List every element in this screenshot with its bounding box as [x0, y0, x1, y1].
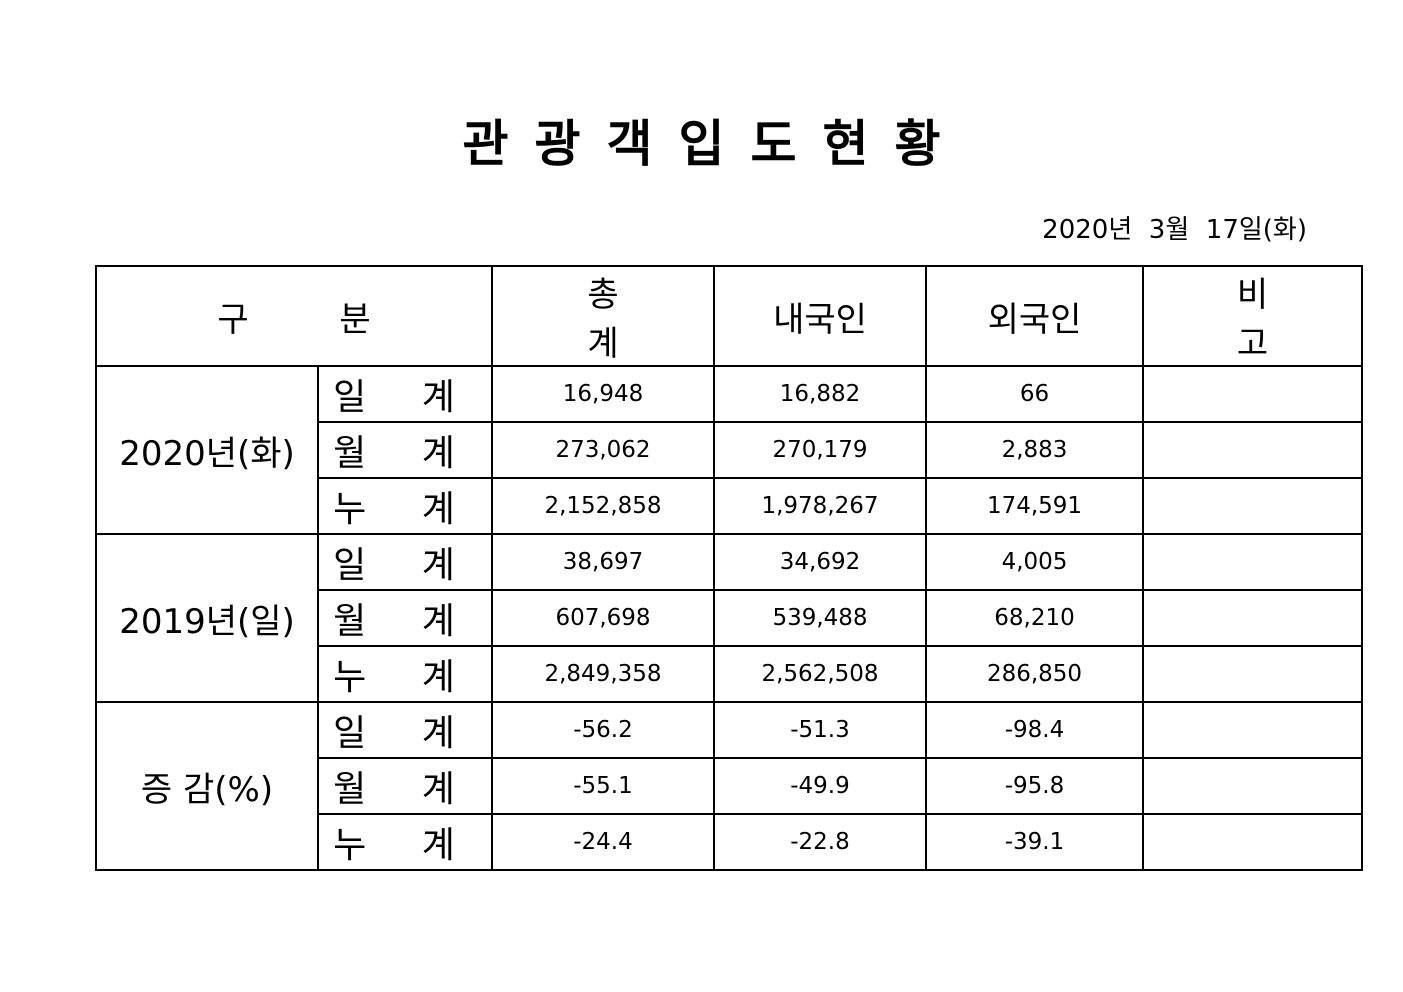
table-row: 누 계 2,152,858 1,978,267 174,591	[96, 477, 1363, 535]
table-row: 2019년(일) 일 계 38,697 34,692 4,005	[95, 533, 1363, 703]
row-label: 누 계	[317, 813, 493, 871]
cell-domestic: 539,488	[713, 589, 927, 647]
cell-foreign: 66	[925, 365, 1144, 423]
cell-total: 38,697	[491, 533, 715, 591]
cell-domestic: 2,562,508	[713, 645, 927, 703]
cell-domestic: -49.9	[713, 757, 927, 815]
cell-total: -56.2	[491, 701, 715, 759]
cell-total: -55.1	[491, 757, 715, 815]
cell-total: 2,849,358	[491, 645, 715, 703]
cell-remarks	[1142, 421, 1363, 479]
cell-foreign: -98.4	[925, 701, 1144, 759]
cell-domestic: -22.8	[713, 813, 927, 871]
cell-domestic: -51.3	[713, 701, 927, 759]
cell-foreign: -95.8	[925, 757, 1144, 815]
cell-remarks	[1142, 365, 1363, 423]
cell-remarks	[1142, 645, 1363, 703]
table-row: 월 계 -55.1 -49.9 -95.8	[96, 757, 1363, 815]
group-label-change: 증 감(%)	[95, 701, 319, 871]
header-row: 구 분 총 계 내국인 외국인 비 고	[95, 265, 1363, 367]
header-total: 총 계	[491, 265, 715, 367]
cell-total: 2,152,858	[491, 477, 715, 535]
table-row: 누 계 2,849,358 2,562,508 286,850	[96, 645, 1363, 703]
cell-remarks	[1142, 533, 1363, 591]
group-label-2019: 2019년(일)	[95, 533, 319, 703]
cell-remarks	[1142, 813, 1363, 871]
header-foreign: 외국인	[925, 265, 1144, 367]
row-label: 월 계	[317, 589, 493, 647]
cell-foreign: 4,005	[925, 533, 1144, 591]
cell-foreign: 68,210	[925, 589, 1144, 647]
cell-domestic: 16,882	[713, 365, 927, 423]
cell-foreign: 174,591	[925, 477, 1144, 535]
row-label: 일 계	[317, 701, 493, 759]
cell-foreign: 286,850	[925, 645, 1144, 703]
header-remarks: 비 고	[1142, 265, 1363, 367]
tourist-arrivals-table: 구 분 총 계 내국인 외국인 비 고 2020년(화) 일 계 16,948 …	[95, 265, 1363, 871]
row-label: 일 계	[317, 533, 493, 591]
report-date: 2020년 3월 17일(화)	[1042, 215, 1307, 245]
cell-remarks	[1142, 757, 1363, 815]
header-domestic: 내국인	[713, 265, 927, 367]
header-category: 구 분	[95, 265, 493, 367]
row-label: 월 계	[317, 421, 493, 479]
cell-foreign: 2,883	[925, 421, 1144, 479]
cell-total: 607,698	[491, 589, 715, 647]
cell-remarks	[1142, 701, 1363, 759]
table-row: 2020년(화) 일 계 16,948 16,882 66	[95, 365, 1363, 535]
table-row: 월 계 273,062 270,179 2,883	[96, 421, 1363, 479]
table-row: 누 계 -24.4 -22.8 -39.1	[96, 813, 1363, 871]
page-title: 관광객입도현황	[462, 115, 967, 173]
cell-total: 16,948	[491, 365, 715, 423]
row-label: 월 계	[317, 757, 493, 815]
table-row: 증 감(%) 일 계 -56.2 -51.3 -98.4	[95, 701, 1363, 871]
row-label: 누 계	[317, 645, 493, 703]
cell-remarks	[1142, 477, 1363, 535]
cell-remarks	[1142, 589, 1363, 647]
group-label-2020: 2020년(화)	[95, 365, 319, 535]
row-label: 누 계	[317, 477, 493, 535]
table-row: 월 계 607,698 539,488 68,210	[96, 589, 1363, 647]
cell-total: -24.4	[491, 813, 715, 871]
cell-domestic: 1,978,267	[713, 477, 927, 535]
cell-total: 273,062	[491, 421, 715, 479]
cell-domestic: 270,179	[713, 421, 927, 479]
row-label: 일 계	[317, 365, 493, 423]
cell-domestic: 34,692	[713, 533, 927, 591]
cell-foreign: -39.1	[925, 813, 1144, 871]
